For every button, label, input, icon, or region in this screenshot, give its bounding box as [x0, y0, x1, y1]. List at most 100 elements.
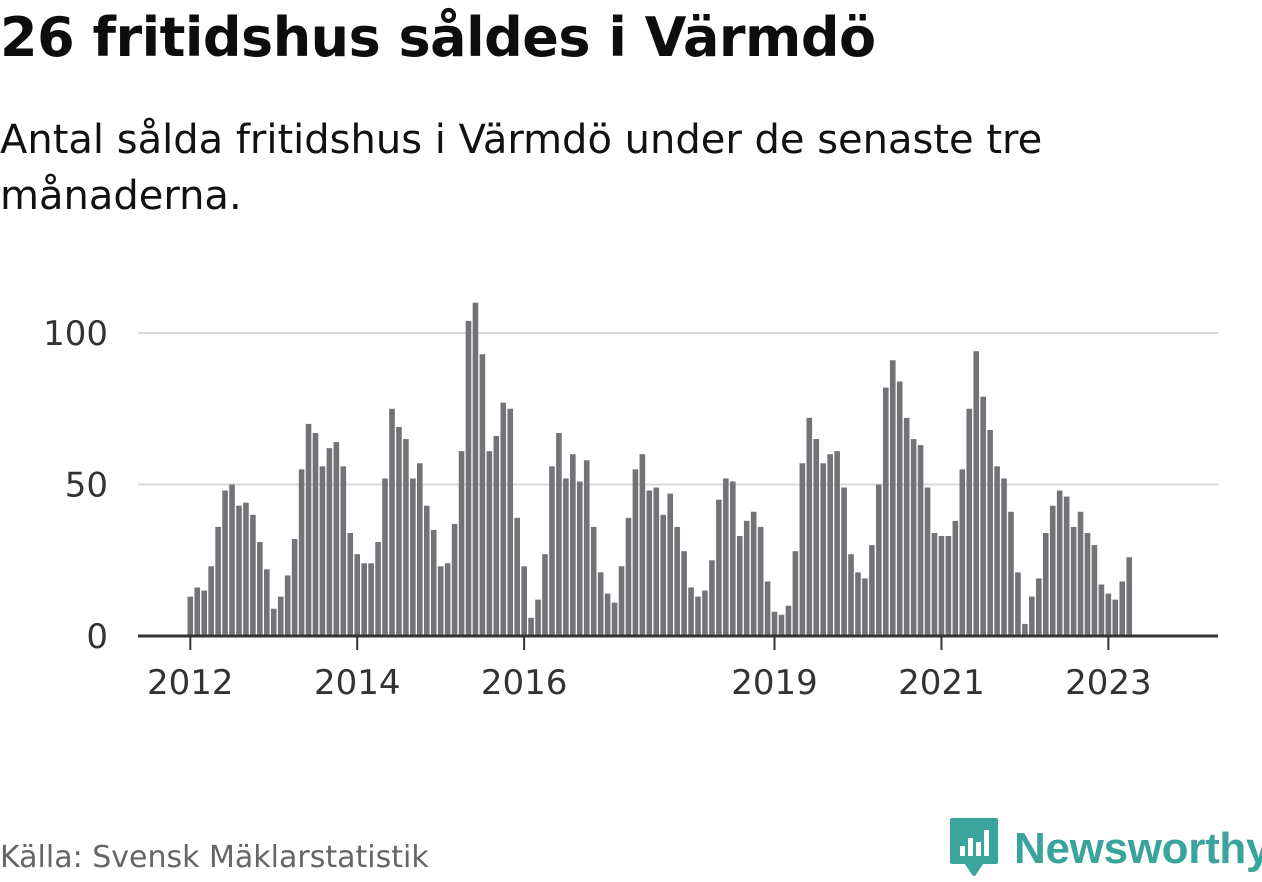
bar: [799, 463, 806, 636]
bar: [869, 545, 875, 636]
bar: [736, 536, 743, 636]
bar: [430, 529, 437, 636]
bar: [729, 481, 736, 636]
bar: [1056, 490, 1063, 636]
bar: [611, 602, 618, 636]
bar: [639, 454, 646, 636]
bar: [883, 387, 889, 636]
bar: [1070, 526, 1077, 636]
bar: [549, 466, 555, 636]
bar: [889, 360, 896, 636]
bar: [444, 563, 451, 636]
bar: [570, 454, 576, 636]
bar: [375, 542, 381, 636]
bar: [938, 536, 945, 636]
bar: [340, 466, 347, 636]
bar: [284, 575, 291, 636]
bar: [1126, 557, 1133, 636]
bar: [848, 554, 854, 636]
bar: [827, 454, 833, 636]
bar: [597, 572, 604, 636]
bar: [1036, 578, 1042, 636]
bar: [243, 502, 249, 636]
bar: [820, 463, 827, 636]
bar: [319, 466, 326, 636]
bar: [862, 578, 868, 636]
bar: [500, 402, 507, 636]
bar: [361, 563, 367, 636]
bar: [264, 569, 270, 636]
bar: [277, 596, 284, 636]
bar: [236, 505, 242, 636]
bar: [604, 593, 611, 636]
bar: [723, 478, 729, 636]
bar: [813, 439, 820, 636]
bar: [1084, 532, 1091, 636]
bar: [437, 566, 444, 636]
bar: [410, 478, 416, 636]
bar: [764, 581, 771, 636]
bar: [479, 354, 486, 636]
y-tick-label: 50: [65, 466, 108, 506]
x-tick-label: 2014: [314, 663, 401, 703]
x-tick-label: 2012: [147, 663, 234, 703]
x-tick-label: 2016: [481, 663, 568, 703]
brand-logo[interactable]: Newsworthy: [948, 816, 1262, 882]
gridlines: [138, 332, 1218, 486]
bar: [987, 429, 993, 636]
bar: [653, 487, 660, 636]
bar: [507, 408, 514, 636]
bar: [757, 526, 764, 636]
bar: [695, 596, 701, 636]
bar: [291, 539, 298, 636]
bar: [368, 563, 374, 636]
x-axis-ticks: [189, 636, 1110, 650]
bar: [298, 469, 305, 636]
bar: [792, 551, 799, 636]
bar: [855, 572, 861, 636]
bar: [896, 381, 903, 636]
brand-name: Newsworthy: [1014, 824, 1262, 873]
bar: [771, 611, 778, 636]
bar: [924, 487, 931, 636]
y-tick-label: 0: [86, 617, 108, 657]
bar: [208, 566, 214, 636]
bar: [646, 490, 653, 636]
bar-chart: 05010026201220142016201920212023: [43, 302, 1218, 703]
bar: [187, 596, 194, 636]
bar: [778, 614, 785, 636]
bar: [1077, 511, 1084, 636]
bar: [632, 469, 639, 636]
bar: [709, 560, 715, 636]
bar: [535, 599, 541, 636]
bar: [785, 605, 792, 636]
bar: [222, 490, 228, 636]
bar: [1015, 572, 1021, 636]
bar: [514, 517, 520, 636]
bar: [1008, 511, 1014, 636]
bar: [417, 463, 423, 636]
bar: [910, 439, 917, 636]
bar: [396, 426, 402, 636]
bar: [229, 484, 235, 636]
bar: [563, 478, 569, 636]
chart-subtitle: Antal sålda fritidshus i Värmdö under de…: [0, 117, 1043, 219]
bar: [966, 408, 973, 636]
x-tick-label: 2019: [731, 663, 818, 703]
bar: [347, 532, 354, 636]
bar: [257, 542, 263, 636]
source-note: Källa: Svensk Mäklarstatistik: [0, 840, 429, 875]
bar: [389, 408, 395, 636]
bar: [1098, 584, 1105, 636]
bar: [660, 514, 667, 636]
bar: [716, 499, 722, 636]
bar: [1049, 505, 1056, 636]
bar: [403, 439, 409, 636]
bar: [542, 554, 548, 636]
bar: [806, 417, 813, 636]
bar: [354, 554, 361, 636]
newsworthy-logo-icon: [948, 816, 1000, 882]
bar: [625, 517, 632, 636]
bar: [201, 590, 208, 636]
bar: [270, 608, 277, 636]
